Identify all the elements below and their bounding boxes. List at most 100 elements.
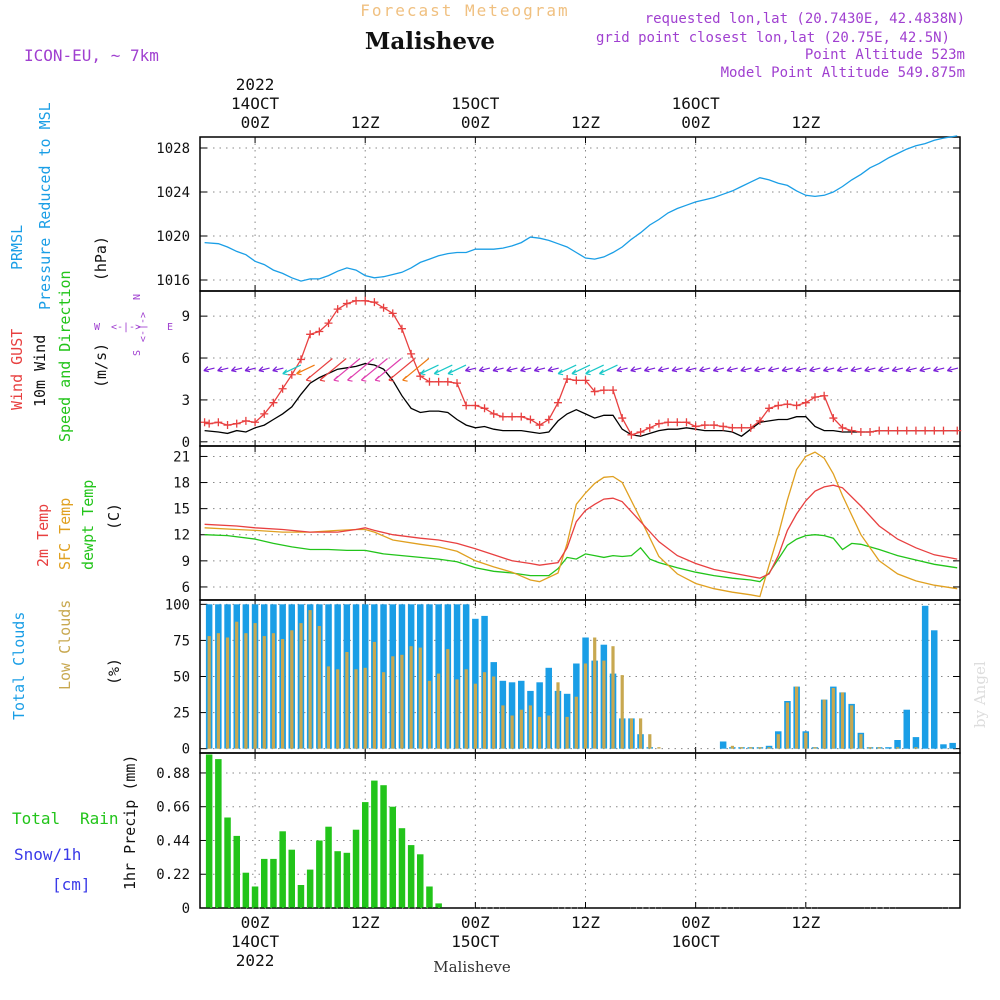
wind-gust-point	[425, 377, 434, 386]
low-clouds-bar	[400, 654, 404, 749]
low-clouds-bar	[372, 641, 376, 749]
precip-bar	[261, 858, 268, 908]
pressure-line	[204, 135, 958, 282]
wind-gust-point	[728, 423, 737, 432]
top-axis-label: 00Z	[241, 113, 270, 132]
precip-bar	[417, 854, 424, 908]
low-clouds-bar	[317, 626, 321, 749]
wind-gust-point	[792, 401, 801, 410]
wind-gust-point	[260, 409, 269, 418]
total-clouds-bar	[912, 737, 920, 749]
wind-gust-point	[315, 327, 324, 336]
wind-gust-point	[352, 296, 361, 305]
low-clouds-bar	[510, 715, 514, 749]
compass-n: N	[132, 294, 143, 300]
compass-w: W	[94, 322, 101, 333]
wind-gust-point	[829, 414, 838, 423]
top-axis-label: 2022	[236, 75, 275, 94]
wind-direction-arrow	[217, 366, 229, 373]
bottom-axis-label: 12Z	[791, 913, 820, 932]
wind-gust-point	[498, 412, 507, 421]
wind-direction-arrow	[533, 366, 546, 373]
low-clouds-bar	[896, 747, 900, 749]
precip-bar	[224, 817, 231, 908]
low-clouds-bar	[345, 652, 349, 749]
precip-ytick-label: 0.22	[156, 867, 190, 883]
wind-gust-point	[388, 309, 397, 318]
precip-ytick-label: 0	[182, 901, 190, 917]
low-clouds-bar	[611, 646, 615, 749]
low-clouds-bar	[427, 680, 432, 749]
wind-gust-point	[737, 423, 746, 432]
precip-label-snow: Snow/1h	[14, 845, 81, 864]
pressure-ytick-label: 1024	[156, 185, 190, 201]
wind-ytick-label: 6	[182, 351, 190, 367]
wind-gust-point	[884, 426, 893, 435]
wind-gust-point	[480, 404, 489, 413]
wind-gust-point	[774, 401, 783, 410]
low-clouds-bar	[776, 734, 780, 749]
wind-direction-arrow	[333, 358, 361, 382]
clouds-ytick-label: 50	[173, 670, 190, 686]
total-clouds-bar	[921, 605, 929, 749]
dewpoint-line	[204, 534, 958, 583]
clouds-ytick-label: 75	[173, 633, 190, 649]
wind-ytick-label: 3	[182, 393, 190, 409]
wind-gust-point	[609, 386, 618, 395]
clouds-unit: (%)	[105, 658, 123, 685]
wind-direction-arrow	[726, 366, 738, 373]
low-clouds-bar	[262, 636, 266, 749]
wind-gust-point	[953, 426, 962, 435]
low-clouds-bar	[850, 705, 854, 749]
wind-gust-point	[921, 426, 930, 435]
compass-ns-arrows: <-|->	[137, 312, 148, 342]
low-clouds-bar	[840, 692, 845, 749]
clouds-ytick-label: 100	[165, 597, 190, 613]
bottom-axis-label: 00Z	[241, 913, 270, 932]
total-clouds-bar	[453, 604, 461, 749]
wind-gust-point	[232, 419, 241, 428]
wind-direction-arrow	[740, 366, 752, 373]
low-clouds-bar	[574, 696, 578, 749]
wind-gust-point	[462, 401, 471, 410]
point-altitude: Point Altitude 523m	[805, 47, 965, 63]
wind-gust-point	[746, 423, 755, 432]
wind-gust-point	[911, 426, 920, 435]
wind-direction-arrow	[754, 366, 766, 373]
low-clouds-bar	[556, 682, 560, 749]
wind-gust-point	[517, 412, 526, 421]
wind-gust-line	[204, 300, 958, 436]
wind-direction-arrow	[557, 364, 577, 376]
bottom-axis-label: 12Z	[351, 913, 380, 932]
wind-direction-arrow	[616, 366, 628, 373]
wind-direction-arrow	[447, 364, 467, 376]
temperature-ytick-label: 9	[182, 554, 190, 570]
wind-direction-arrow	[258, 366, 270, 373]
wind-direction-arrow	[630, 366, 642, 373]
low-clouds-bar	[409, 646, 413, 749]
low-clouds-bar	[235, 621, 239, 749]
low-clouds-bar	[583, 663, 588, 749]
precip-ytick-label: 0.44	[156, 833, 190, 849]
wind-direction-arrow	[319, 358, 347, 382]
temperature-ytick-label: 15	[173, 502, 190, 518]
gridpoint-coords: grid point closest lon,lat (20.75E, 42.5…	[596, 30, 950, 46]
precip-panel: Total Rain Snow/1h [cm] 1hr Precip (mm) …	[12, 752, 961, 917]
wind-gust-point	[535, 421, 544, 430]
low-clouds-bar	[354, 669, 358, 749]
wind-direction-arrow	[230, 366, 243, 373]
low-clouds-bar	[538, 716, 542, 749]
low-clouds-bar	[730, 745, 734, 749]
precip-unit: 1hr Precip (mm)	[121, 755, 139, 890]
top-axis-label: 15OCT	[451, 94, 500, 113]
bottom-axis-label: 00Z	[461, 913, 490, 932]
wind-gust-point	[627, 430, 636, 439]
low-clouds-bar	[216, 633, 220, 749]
low-clouds-bar	[437, 673, 441, 749]
wind-gust-point	[866, 428, 875, 437]
model-altitude: Model Point Altitude 549.875m	[721, 65, 965, 81]
temperature-ytick-label: 21	[173, 449, 190, 465]
wind-gust-point	[453, 379, 462, 388]
wind-gust-point	[269, 398, 278, 407]
wind-gust-point	[361, 296, 370, 305]
